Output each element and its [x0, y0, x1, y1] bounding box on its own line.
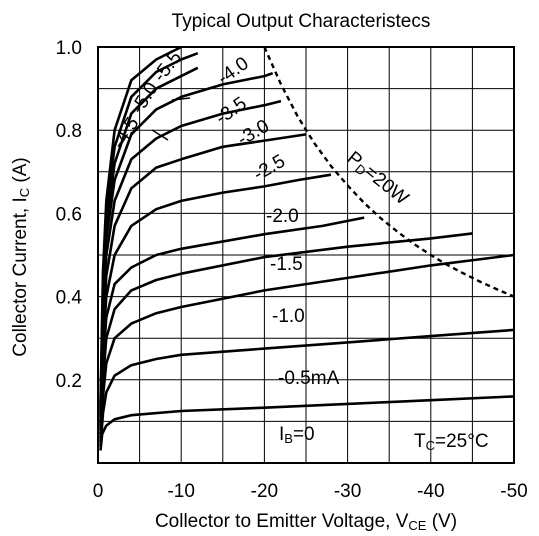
- pd-limit-label: PD=20W: [342, 148, 412, 211]
- power-dissipation-limit: [263, 46, 515, 298]
- series-label: IB=0: [279, 424, 315, 446]
- series-line: [99, 232, 473, 439]
- series-label: -4.0: [214, 53, 253, 89]
- series-label: -0.5mA: [278, 368, 340, 389]
- series-line: [99, 328, 515, 447]
- y-tick-label: 0.4: [56, 288, 83, 309]
- label-leader: [171, 97, 191, 101]
- tick-labels: 0 -10 -20 -30 -40 -50 0.2 0.4 0.6 0.8 1.0: [56, 38, 528, 502]
- series-label: -3.5: [212, 93, 251, 129]
- x-tick-label: 0: [93, 481, 104, 502]
- series-group: [99, 45, 515, 451]
- y-axis-label: Collector Current, IC (A): [10, 157, 32, 356]
- series-label: -2.5: [250, 151, 289, 186]
- x-tick-label: -10: [167, 481, 194, 502]
- series-label: -1.5: [270, 254, 303, 275]
- series-line: [99, 133, 307, 426]
- y-tick-label: 0.6: [56, 204, 82, 225]
- y-tick-label: 1.0: [56, 38, 82, 59]
- pd-limit-curve: [263, 46, 515, 298]
- curve-labels: IB=0-0.5mA-1.0-1.5-2.0-2.5-3.0-3.5-4.0-4…: [108, 47, 339, 446]
- series-line: [99, 395, 515, 451]
- x-tick-label: -30: [334, 481, 361, 502]
- series-label: -2.0: [266, 206, 299, 227]
- x-tick-label: -20: [251, 481, 278, 502]
- series-label: -1.0: [272, 306, 305, 327]
- x-tick-label: -40: [417, 481, 444, 502]
- series-line: [99, 253, 515, 443]
- plot-frame: [97, 46, 515, 464]
- series-line: [99, 45, 182, 405]
- x-tick-label: -50: [500, 481, 527, 502]
- y-tick-label: 0.2: [56, 371, 82, 392]
- x-axis-label: Collector to Emitter Voltage, VCE (V): [155, 511, 457, 533]
- y-tick-label: 0.8: [56, 121, 82, 142]
- chart-title: Typical Output Characteristecs: [172, 11, 431, 32]
- series-label: -5.5: [149, 47, 186, 86]
- temperature-condition: TC=25°C: [414, 431, 489, 453]
- label-leader: [151, 129, 169, 141]
